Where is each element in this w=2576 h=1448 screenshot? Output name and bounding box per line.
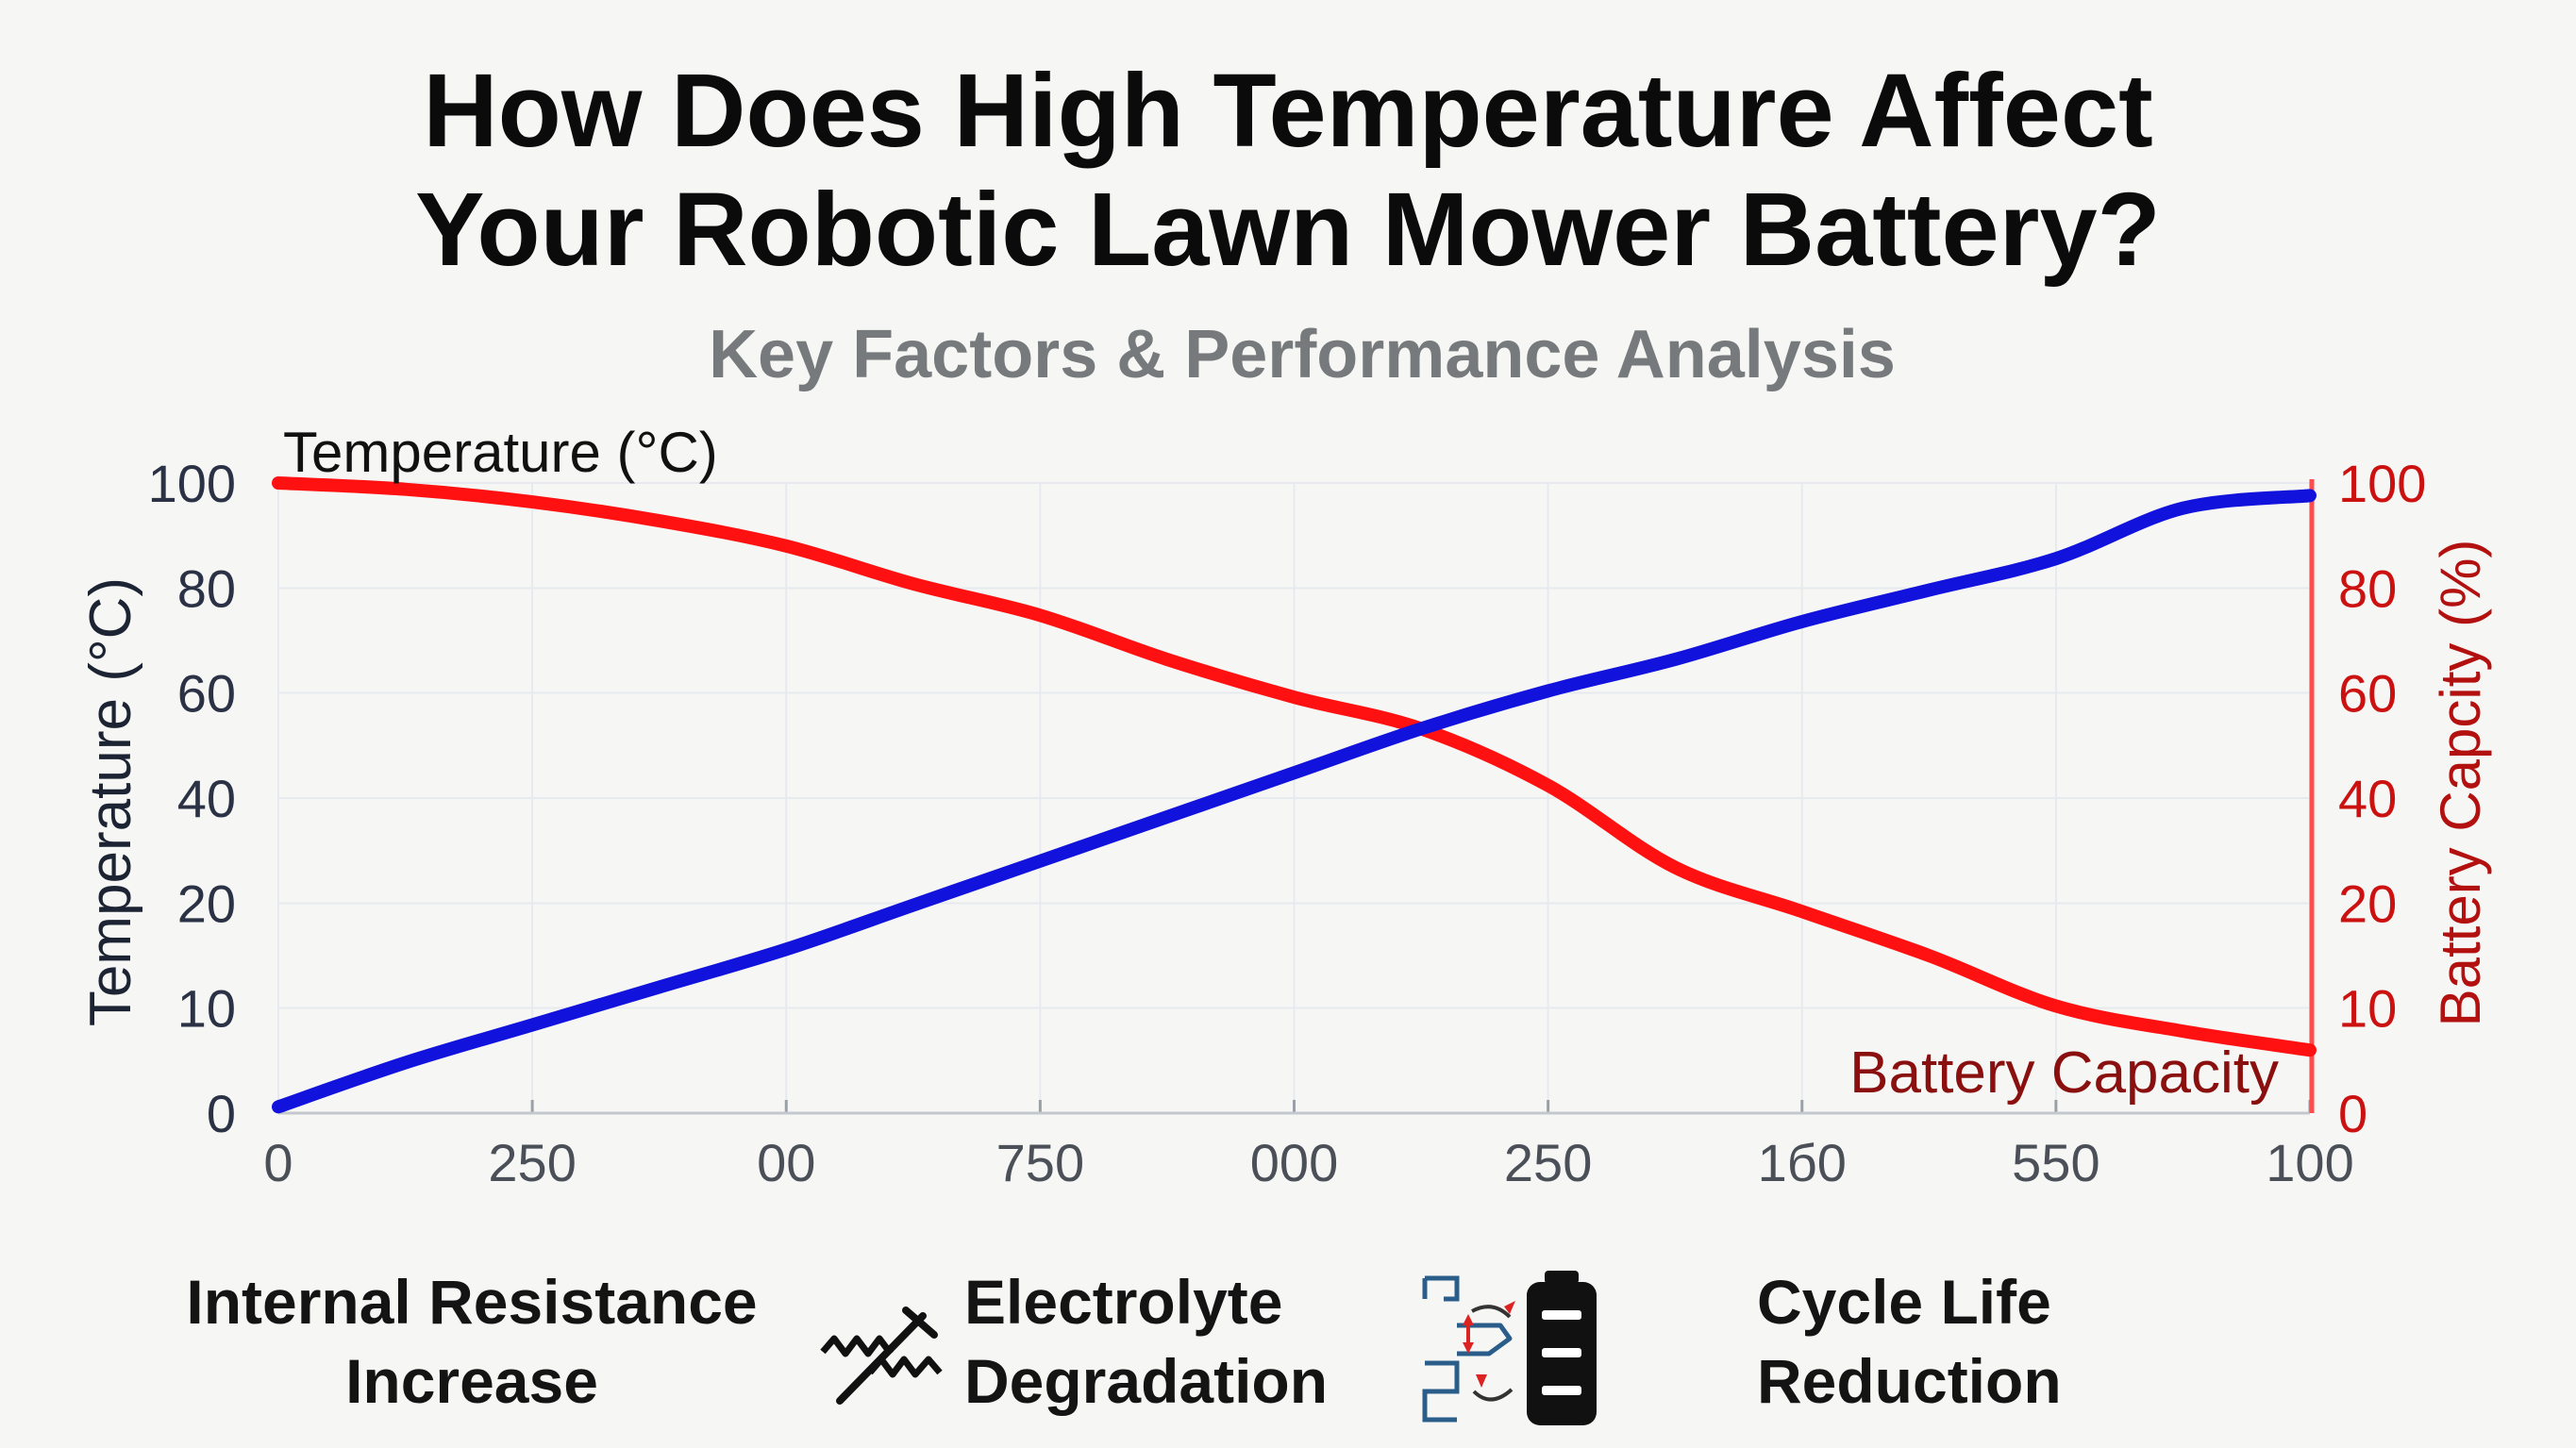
left-tick-label: 0: [207, 1084, 236, 1143]
left-tick-label: 20: [177, 874, 236, 934]
left-tick-label: 40: [177, 769, 236, 828]
chart-axes: [276, 479, 2315, 1115]
left-tick-label: 80: [177, 559, 236, 619]
factor-cycle-life-line-1: Cycle Life: [1757, 1267, 2051, 1337]
factor-cycle-life-reduction: Cycle Life Reduction: [1757, 1262, 2062, 1421]
factor-electrolyte-line-2: Degradation: [964, 1346, 1329, 1416]
factor-electrolyte-degradation: Electrolyte Degradation: [964, 1262, 1328, 1421]
right-tick-label: 40: [2338, 769, 2397, 828]
battery-capacity-label: Battery Capacity: [1849, 1040, 2279, 1106]
right-tick-label: 10: [2338, 978, 2397, 1038]
temperature-corner-label: Temperature (°C): [283, 421, 718, 484]
factor-internal-resistance-line-1: Internal Resistance: [186, 1267, 758, 1337]
right-tick-label: 60: [2338, 663, 2397, 723]
chart-subtitle: Key Factors & Performance Analysis: [709, 317, 1896, 392]
right-tick-label: 100: [2338, 454, 2426, 513]
zigzag-arrow-icon: [820, 1307, 943, 1405]
right-tick-label: 0: [2338, 1084, 2367, 1143]
factor-internal-resistance: Internal Resistance Increase: [151, 1262, 793, 1421]
left-axis-title: Temperature (°C): [78, 577, 143, 1026]
chart-labels: 0 250 00 750 000 250 1б0 550 1000102040608010001…: [78, 421, 2492, 1192]
right-tick-label: 80: [2338, 559, 2397, 619]
left-tick-label: 60: [177, 663, 236, 723]
x-tick-label: 0: [263, 1133, 293, 1192]
left-tick-label: 10: [177, 978, 236, 1038]
x-tick-label: 250: [1504, 1133, 1592, 1192]
right-axis-title: Battery Capcity (%): [2429, 540, 2492, 1027]
title-line-1: How Does High Temperature Affect: [423, 53, 2153, 169]
series-line-battery-capacity: [272, 476, 2317, 1057]
chart-series: [272, 476, 2317, 1114]
x-tick-label: 100: [2266, 1133, 2353, 1192]
chart-title: How Does High Temperature Affect Your Ro…: [0, 52, 2576, 290]
title-line-2: Your Robotic Lawn Mower Battery?: [415, 172, 2161, 288]
x-tick-label: 750: [996, 1133, 1084, 1192]
factor-cycle-life-line-2: Reduction: [1757, 1346, 2062, 1416]
right-tick-label: 20: [2338, 874, 2397, 934]
line-chart: 0 250 00 750 000 250 1б0 550 1000102040608010001…: [78, 421, 2492, 1192]
x-tick-label: 1б0: [1758, 1133, 1847, 1192]
factor-electrolyte-line-1: Electrolyte: [964, 1267, 1283, 1337]
x-tick-label: 550: [2012, 1133, 2099, 1192]
series-line-temperature-c: [272, 489, 2317, 1114]
factor-internal-resistance-line-2: Increase: [345, 1346, 598, 1416]
x-tick-label: 00: [757, 1133, 815, 1192]
x-tick-label: 000: [1250, 1133, 1338, 1192]
left-tick-label: 100: [148, 454, 236, 513]
battery-cells-icon: [1422, 1271, 1597, 1425]
x-tick-label: 250: [488, 1133, 576, 1192]
